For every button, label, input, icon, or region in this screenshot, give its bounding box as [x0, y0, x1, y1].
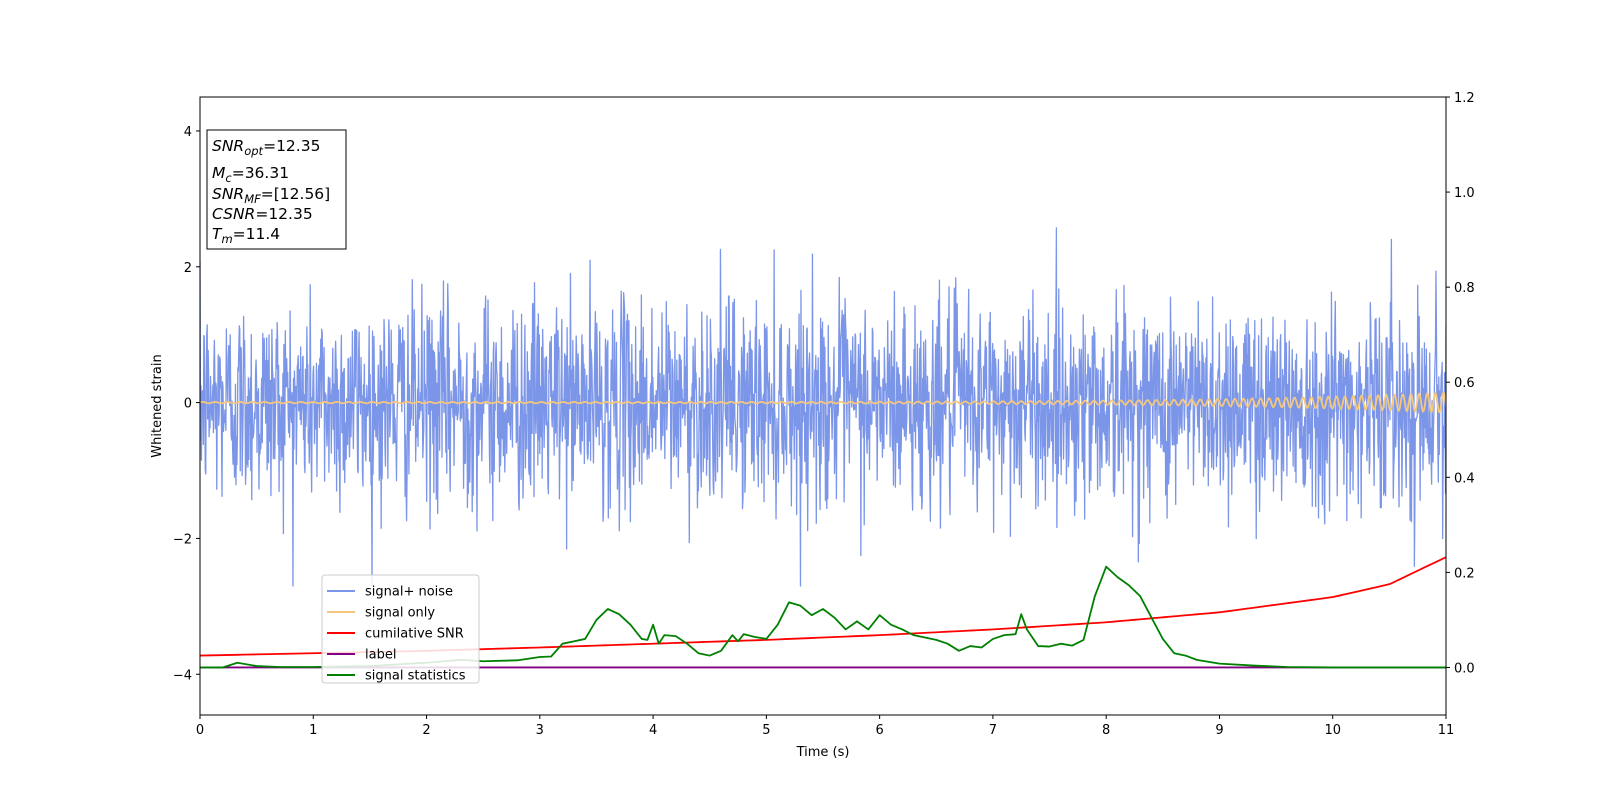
- y2-tick-label: 0.2: [1454, 566, 1475, 581]
- x-tick-label: 9: [1215, 723, 1223, 738]
- x-axis-label: Time (s): [796, 745, 850, 760]
- annotation-line: SNRopt=12.35: [212, 137, 320, 158]
- y2-tick-label: 1.2: [1454, 91, 1475, 106]
- x-axis: 0 1 2 3 4 5 6 7 8 9 10 11: [196, 715, 1454, 738]
- y-axis-label: Whitened strain: [150, 354, 165, 457]
- annotation-line: SNRMF=[12.56]: [212, 185, 330, 206]
- y-axis-left: −4 −2 0 2 4: [173, 125, 200, 683]
- x-tick-label: 4: [649, 723, 657, 738]
- legend-label-cumilative-snr: cumilative SNR: [365, 627, 464, 642]
- x-tick-label: 2: [422, 723, 430, 738]
- x-tick-label: 1: [309, 723, 317, 738]
- x-tick-label: 11: [1438, 723, 1455, 738]
- series-line-signal-noise: [200, 228, 1446, 586]
- legend-label-signal-noise: signal+ noise: [365, 585, 453, 600]
- y2-tick-label: 0.8: [1454, 281, 1475, 296]
- x-tick-label: 8: [1102, 723, 1110, 738]
- legend-label-label: label: [365, 648, 396, 663]
- y-tick-label: 2: [184, 261, 192, 276]
- y-tick-label: −4: [173, 668, 192, 683]
- x-tick-label: 10: [1324, 723, 1341, 738]
- y2-tick-label: 0.4: [1454, 471, 1475, 486]
- y2-tick-label: 1.0: [1454, 186, 1475, 201]
- annotation-box: SNRopt=12.35 Mc=36.31SNRMF=[12.56]CSNR=12…: [207, 130, 346, 249]
- x-tick-label: 7: [989, 723, 997, 738]
- y-axis-right: 0.0 0.2 0.4 0.6 0.8 1.0 1.2: [1446, 91, 1475, 676]
- legend-label-signal-statistics: signal statistics: [365, 669, 466, 684]
- legend: signal+ noise signal only cumilative SNR la…: [322, 575, 479, 684]
- annotation-line: CSNR=12.35: [212, 205, 313, 223]
- y-tick-label: −2: [173, 532, 192, 547]
- x-tick-label: 3: [536, 723, 544, 738]
- y-tick-label: 0: [184, 397, 192, 412]
- x-tick-label: 0: [196, 723, 204, 738]
- y2-tick-label: 0.6: [1454, 376, 1475, 391]
- y2-tick-label: 0.0: [1454, 661, 1475, 676]
- y-tick-label: 4: [184, 125, 192, 140]
- x-tick-label: 5: [762, 723, 770, 738]
- legend-label-signal-only: signal only: [365, 606, 435, 621]
- x-tick-label: 6: [875, 723, 883, 738]
- annotation-line: Mc=36.31: [212, 164, 289, 185]
